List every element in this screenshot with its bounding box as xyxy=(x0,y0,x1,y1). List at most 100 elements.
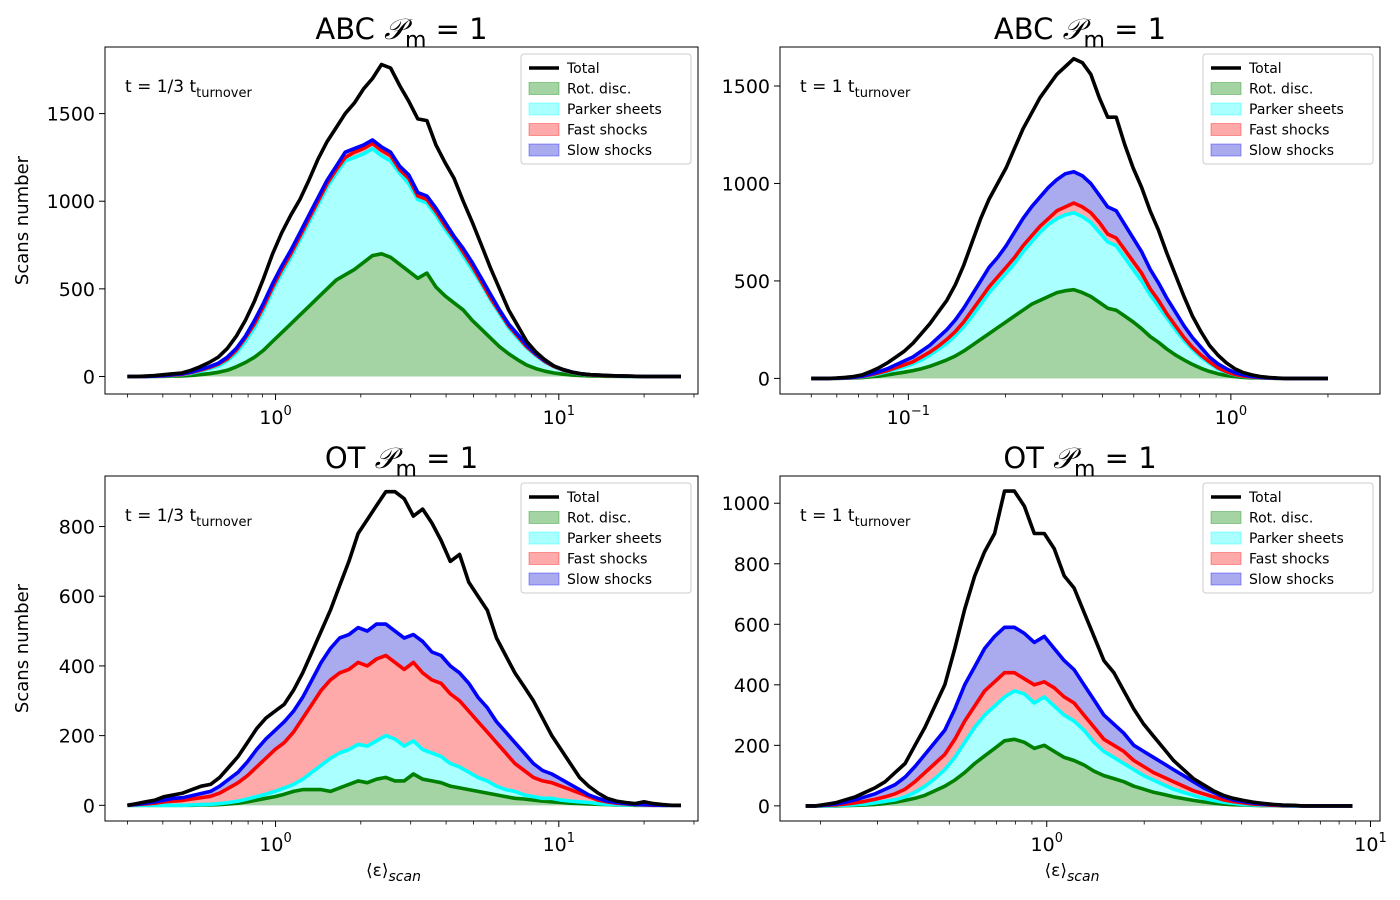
y-axis-label: Scans number xyxy=(12,583,33,713)
legend-label: Total xyxy=(1248,61,1282,77)
legend-label: Slow shocks xyxy=(567,572,652,588)
legend-swatch-rot-disc xyxy=(528,511,560,524)
legend-label: Slow shocks xyxy=(1249,572,1334,588)
legend-label: Fast shocks xyxy=(567,123,647,139)
legend-frame xyxy=(520,482,692,594)
axes-frame xyxy=(104,46,699,395)
legend-swatch-fast-shocks xyxy=(528,123,560,136)
axes-frame xyxy=(104,475,699,822)
time-annotation: t = 1 tturnover xyxy=(800,77,911,101)
area-rot-disc xyxy=(811,289,1328,379)
axes-frame xyxy=(779,475,1381,822)
legend-label: Parker sheets xyxy=(567,531,662,547)
x-tick-label: 100 xyxy=(259,831,291,856)
panel-bottom-right: 0 200 400 600 800 1000 100 101 OT 𝒫m = 1 t = 1 tt… xyxy=(722,441,1387,885)
legend-label: Rot. disc. xyxy=(1249,511,1313,527)
y-tick-label: 0 xyxy=(83,795,95,817)
legend-label: Rot. disc. xyxy=(567,511,631,527)
legend: Total Rot. disc. Parker sheets Fast shocks S… xyxy=(520,482,692,594)
y-tick-label: 200 xyxy=(59,726,95,748)
y-tick-label: 500 xyxy=(734,271,770,293)
y-axis-label: Scans number xyxy=(12,155,33,285)
y-tick-label: 600 xyxy=(59,586,95,608)
panel-title: ABC 𝒫m = 1 xyxy=(994,12,1166,53)
legend-swatch-slow-shocks xyxy=(1210,572,1242,586)
y-tick-label: 0 xyxy=(758,368,770,390)
line-slow-shocks xyxy=(811,170,1328,381)
x-axis-label: ⟨ε⟩scan xyxy=(366,861,421,885)
panel-title: OT 𝒫m = 1 xyxy=(325,441,478,482)
panel-top-left: 0 500 1000 1500 100 101 ABC 𝒫m = 1 t = 1/3 ttur… xyxy=(12,12,699,429)
legend-swatch-parker-sheets xyxy=(1210,531,1242,545)
y-tick-label: 400 xyxy=(59,656,95,678)
panel-bottom-left: 0 200 400 600 800 100 101 OT 𝒫m = 1 t = 1/3 ttur… xyxy=(12,441,699,885)
y-tick-label: 800 xyxy=(734,554,770,576)
legend-label: Rot. disc. xyxy=(1249,82,1313,98)
panel-title: OT 𝒫m = 1 xyxy=(1003,441,1156,482)
legend-swatch-fast-shocks xyxy=(528,552,560,565)
y-tick-label: 600 xyxy=(734,614,770,636)
y-tick-label: 1500 xyxy=(47,104,95,126)
legend: Total Rot. disc. Parker sheets Fast shocks S… xyxy=(1202,482,1374,594)
x-tick-label: 101 xyxy=(1354,831,1386,856)
line-total xyxy=(811,56,1328,381)
x-tick-label: 101 xyxy=(543,404,575,429)
area-rot-disc xyxy=(127,774,681,806)
legend-frame xyxy=(520,53,692,165)
area-parker-sheets xyxy=(127,148,681,377)
legend-swatch-parker-sheets xyxy=(1210,102,1242,116)
area-parker-sheets xyxy=(805,690,1353,806)
panel-title: ABC 𝒫m = 1 xyxy=(315,12,487,53)
y-tick-label: 0 xyxy=(758,796,770,818)
legend: Total Rot. disc. Parker sheets Fast shocks S… xyxy=(520,53,692,165)
x-tick-label: 101 xyxy=(543,831,575,856)
legend-label: Fast shocks xyxy=(1249,552,1329,568)
y-tick-label: 1000 xyxy=(47,191,95,213)
x-tick-label: 100 xyxy=(1215,404,1247,429)
legend-swatch-parker-sheets xyxy=(528,102,560,116)
legend-swatch-fast-shocks xyxy=(1210,123,1242,136)
y-tick-label: 1000 xyxy=(722,173,770,195)
x-axis-label: ⟨ε⟩scan xyxy=(1045,861,1100,885)
time-annotation: t = 1/3 tturnover xyxy=(125,506,252,530)
area-fast-shocks xyxy=(127,655,681,806)
legend-swatch-slow-shocks xyxy=(528,572,560,586)
y-tick-label: 400 xyxy=(734,675,770,697)
y-tick-label: 500 xyxy=(59,279,95,301)
line-slow-shocks xyxy=(127,622,681,808)
y-tick-label: 0 xyxy=(83,366,95,388)
line-total xyxy=(127,489,681,808)
area-parker-sheets xyxy=(127,735,681,806)
legend: Total Rot. disc. Parker sheets Fast shocks S… xyxy=(1202,53,1374,165)
legend-label: Total xyxy=(566,61,600,77)
legend-swatch-rot-disc xyxy=(1210,511,1242,524)
area-rot-disc xyxy=(127,253,681,377)
legend-label: Fast shocks xyxy=(1249,123,1329,139)
line-total xyxy=(127,62,681,379)
panel-top-right: 0 500 1000 1500 10−1 100 ABC 𝒫m = 1 t = 1 tturn… xyxy=(722,12,1381,429)
legend-frame xyxy=(1202,482,1374,594)
legend-swatch-parker-sheets xyxy=(528,531,560,545)
x-tick-label: 100 xyxy=(1031,831,1063,856)
legend-label: Slow shocks xyxy=(567,143,652,159)
axes-frame xyxy=(779,46,1381,395)
legend-swatch-slow-shocks xyxy=(1210,143,1242,157)
legend-label: Slow shocks xyxy=(1249,143,1334,159)
legend-label: Rot. disc. xyxy=(567,82,631,98)
legend-label: Fast shocks xyxy=(567,552,647,568)
y-tick-label: 1500 xyxy=(722,76,770,98)
legend-label: Total xyxy=(566,490,600,506)
y-tick-label: 800 xyxy=(59,517,95,539)
legend-swatch-rot-disc xyxy=(528,82,560,95)
x-tick-label: 10−1 xyxy=(887,404,930,429)
line-total xyxy=(805,489,1353,808)
y-tick-label: 200 xyxy=(734,735,770,757)
legend-frame xyxy=(1202,53,1374,165)
legend-label: Parker sheets xyxy=(1249,531,1344,547)
time-annotation: t = 1 tturnover xyxy=(800,506,911,530)
x-tick-label: 100 xyxy=(259,404,291,429)
legend-label: Parker sheets xyxy=(567,102,662,118)
y-tick-label: 1000 xyxy=(722,493,770,515)
legend-swatch-rot-disc xyxy=(1210,82,1242,95)
